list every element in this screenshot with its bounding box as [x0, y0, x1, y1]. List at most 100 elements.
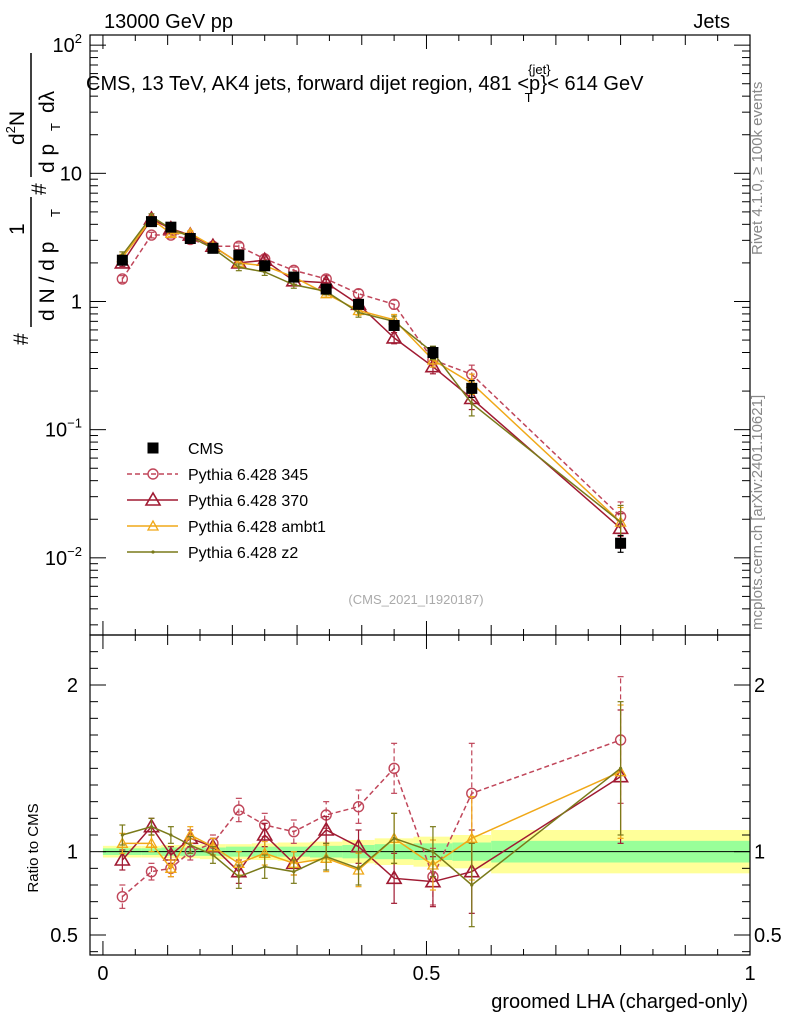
legend-marker-p370: [144, 491, 162, 506]
main-point-cms-5: [233, 249, 245, 261]
ratio-point-ambt1-1: [145, 836, 158, 848]
main-point-p345-0: [116, 273, 129, 285]
plot-title: CMS, 13 TeV, AK4 jets, forward dijet reg…: [86, 62, 644, 105]
ratio-point-p370-0: [113, 851, 131, 866]
ratio-frame: [89, 634, 751, 956]
main-point-cms-6: [259, 260, 271, 272]
ratio-y-tick-label-1: 1: [67, 842, 78, 864]
title-prefix: CMS, 13 TeV, AK4 jets, forward dijet reg…: [86, 73, 540, 95]
main-point-cms-11: [427, 346, 439, 358]
main-point-cms-1: [145, 216, 157, 228]
ratio-line-ambt1: [122, 770, 621, 871]
ratio-point-z2-10: [392, 836, 396, 840]
main-point-p370-11: [424, 358, 442, 373]
ratio-point-z2-11: [431, 850, 435, 854]
ratio-point-ambt1-0: [116, 836, 129, 848]
ylabel-hash-a: #: [10, 333, 33, 345]
legend-label-p370: Pythia 6.428 370: [188, 493, 308, 510]
main-point-cms-2: [165, 221, 177, 233]
ratio-point-z2-0: [120, 833, 124, 837]
main-plot: 10−2 10−1 1 10 102: [45, 31, 751, 636]
ratio-point-ambt1-12: [465, 831, 478, 843]
legend-marker-cms: [147, 442, 159, 454]
main-point-z2-7: [292, 283, 296, 287]
main-point-z2-12: [470, 401, 474, 406]
main-point-cms-13: [615, 537, 627, 549]
main-point-cms-8: [320, 283, 332, 295]
ratio-point-p345-5: [233, 804, 245, 816]
ratio-point-z2-9: [356, 866, 361, 870]
ratio-point-z2-7: [292, 870, 296, 874]
ratio-point-z2-4: [211, 853, 215, 857]
legend-label-p345: Pythia 6.428 345: [188, 467, 308, 484]
main-point-z2-5: [237, 265, 241, 269]
legend-label-ambt1: Pythia 6.428 ambt1: [188, 519, 326, 536]
ratio-point-z2-8: [324, 855, 328, 859]
ratio-ylabel: Ratio to CMS: [25, 803, 42, 892]
x-tick-label-0: 0: [97, 963, 108, 985]
main-point-cms-0: [116, 254, 128, 266]
legend-label-z2: Pythia 6.428 z2: [188, 545, 298, 562]
ratio-y-tick-label-2: 2: [67, 675, 78, 697]
main-point-cms-7: [288, 271, 300, 283]
ratio-y-tick-label-right-2: 2: [754, 675, 765, 697]
header-right: Jets: [693, 11, 730, 33]
main-point-p370-10: [385, 329, 403, 344]
side-rivet: Rivet 4.1.0, ≥ 100k events: [749, 82, 766, 255]
ratio-point-z2-12: [470, 883, 474, 887]
legend-marker-ambt1: [146, 519, 160, 531]
ylabel-den-a: d N / d p: [36, 242, 59, 321]
ratio-point-p345-9: [352, 800, 365, 813]
x-tick-label-1: 0.5: [413, 963, 441, 985]
legend-marker-p345: [147, 468, 159, 480]
y-tick-label-2: 1: [71, 291, 82, 313]
main-point-cms-9: [353, 298, 365, 310]
y-tick-label-3: 10: [60, 163, 82, 185]
main-point-z2-9: [356, 310, 361, 315]
ratio-point-z2-6: [263, 865, 267, 869]
y-tick-label-1: 10−1: [45, 416, 82, 442]
title-sub: T: [525, 90, 533, 105]
legend-label-cms: CMS: [188, 441, 224, 458]
main-point-p345-10: [388, 298, 400, 311]
ylabel-sub-a: T: [48, 209, 63, 217]
main-point-cms-10: [388, 319, 400, 331]
ratio-point-p345-0: [116, 890, 129, 903]
ratio-line-z2: [122, 767, 622, 886]
y-tick-label-4: 102: [53, 31, 82, 57]
ratio-y-tick-label-0: 0.5: [50, 925, 78, 947]
ratio-line-p345: [121, 739, 621, 898]
main-point-ambt1-2: [164, 227, 177, 239]
side-mcplots: mcplots.cern.ch [arXiv:2401.10621]: [749, 395, 766, 630]
title-sup: {jet}: [528, 62, 551, 77]
ratio-plot: 0 0.5 1 0.5 0.5 1 1 2 2: [50, 634, 782, 985]
ratio-point-p345-7: [288, 825, 300, 838]
ratio-y-tick-label-right-1: 1: [754, 842, 765, 864]
analysis-id: (CMS_2021_I1920187): [348, 592, 483, 607]
main-point-p345-1: [145, 229, 158, 241]
legend-marker-z2: [151, 550, 155, 554]
ratio-point-z2-13: [618, 766, 623, 770]
ratio-point-p370-6: [256, 826, 274, 841]
ratio-point-p345-1: [145, 865, 158, 878]
ylabel-hash-b: #: [28, 183, 51, 195]
ratio-point-p345-10: [388, 762, 400, 775]
legend: CMS Pythia 6.428 345 Pythia 6.428 370 Pythi…: [127, 441, 326, 562]
main-point-z2-13: [618, 520, 623, 524]
ylabel-den-b: d p: [36, 144, 59, 173]
ratio-point-ambt1-2: [164, 861, 177, 873]
ylabel-den-b2: dλ: [36, 90, 59, 113]
ylabel-num-a: 1: [6, 223, 29, 235]
x-tick-label-2: 1: [744, 963, 755, 985]
x-axis-label: groomed LHA (charged-only): [491, 991, 748, 1013]
main-point-cms-12: [466, 382, 478, 394]
title-suffix: }< 614 GeV: [541, 73, 645, 95]
ratio-y-tick-label-right-0: 0.5: [754, 925, 782, 947]
ratio-point-z2-3: [188, 843, 192, 847]
ratio-point-z2-2: [169, 833, 173, 837]
header-left: 13000 GeV pp: [104, 11, 233, 33]
main-ylabel: # 1 d N / d p T # d2N d p T dλ: [3, 53, 63, 345]
ratio-point-z2-1: [149, 825, 154, 829]
ratio-point-z2-5: [237, 875, 241, 879]
